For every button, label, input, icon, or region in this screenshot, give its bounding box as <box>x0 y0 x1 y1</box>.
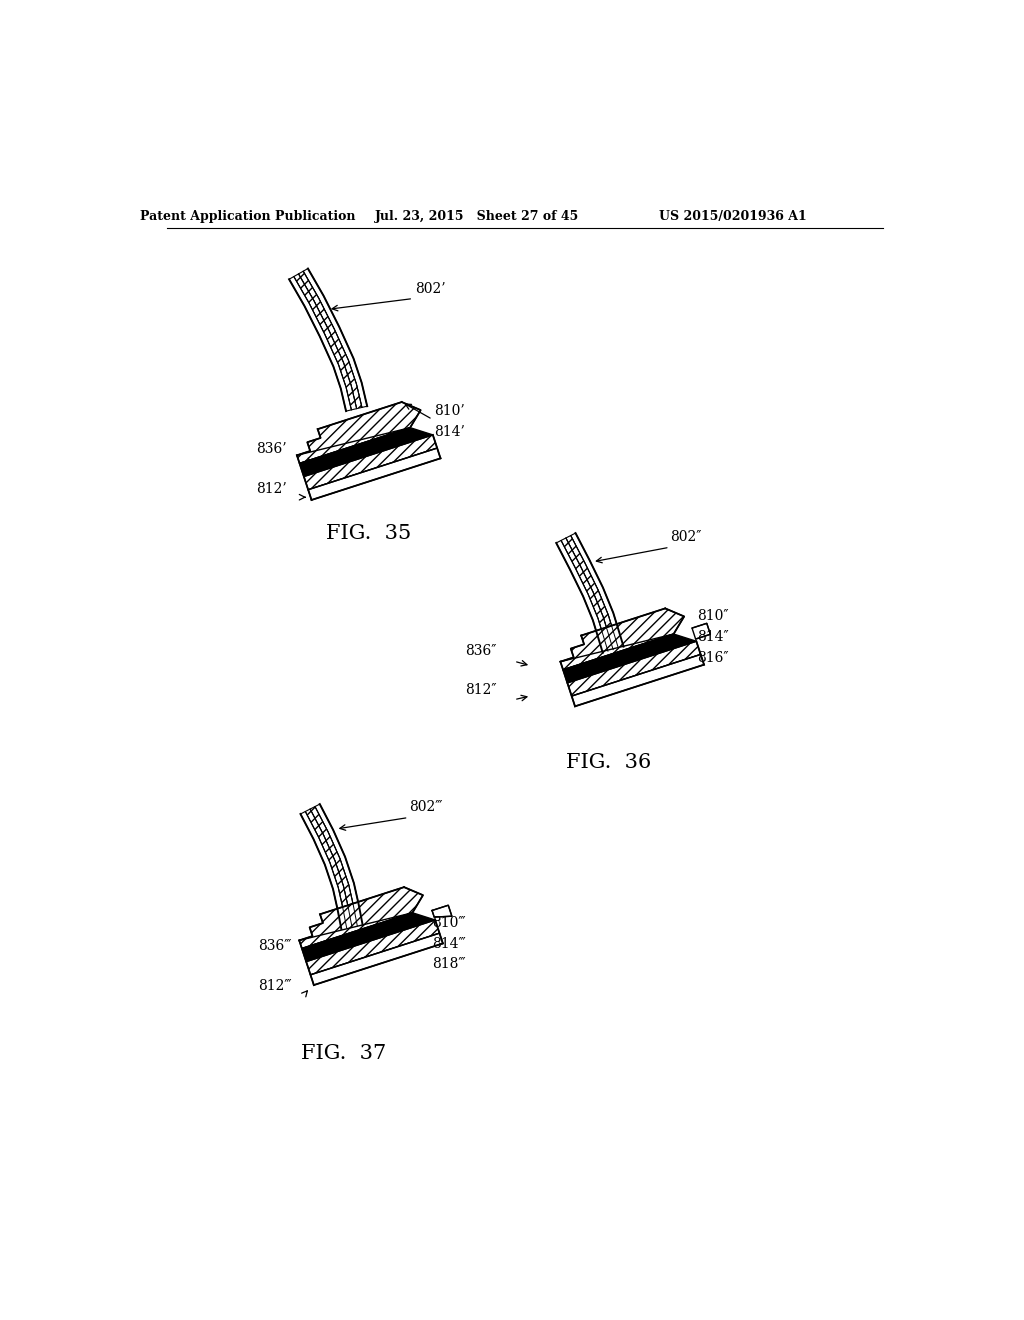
Text: 810’: 810’ <box>434 404 465 418</box>
Polygon shape <box>300 428 433 477</box>
Polygon shape <box>432 906 452 917</box>
Polygon shape <box>304 434 437 490</box>
Polygon shape <box>315 804 362 925</box>
Polygon shape <box>310 933 442 985</box>
Text: 814‴: 814‴ <box>432 937 466 950</box>
Text: 818‴: 818‴ <box>432 957 466 972</box>
Polygon shape <box>556 540 608 653</box>
Text: 814″: 814″ <box>697 630 729 644</box>
Polygon shape <box>297 403 421 463</box>
Text: Jul. 23, 2015   Sheet 27 of 45: Jul. 23, 2015 Sheet 27 of 45 <box>375 210 579 223</box>
Text: 810‴: 810‴ <box>432 916 466 929</box>
Text: 814’: 814’ <box>434 425 465 438</box>
Polygon shape <box>310 807 357 927</box>
Text: FIG.  35: FIG. 35 <box>326 524 411 543</box>
Polygon shape <box>299 271 361 409</box>
Polygon shape <box>563 634 696 682</box>
Polygon shape <box>571 655 705 706</box>
Polygon shape <box>570 533 624 648</box>
Polygon shape <box>294 275 356 411</box>
Text: 812‴: 812‴ <box>258 979 292 993</box>
Polygon shape <box>306 920 439 974</box>
Polygon shape <box>308 447 440 500</box>
Polygon shape <box>567 642 700 696</box>
Polygon shape <box>566 536 618 649</box>
Text: 802’: 802’ <box>415 282 445 296</box>
Text: 812’: 812’ <box>256 482 287 496</box>
Polygon shape <box>300 812 347 929</box>
Polygon shape <box>303 268 368 408</box>
Text: 802‴: 802‴ <box>410 800 442 814</box>
Text: 802″: 802″ <box>671 531 701 544</box>
Text: FIG.  36: FIG. 36 <box>566 754 651 772</box>
Polygon shape <box>305 809 352 928</box>
Polygon shape <box>289 277 351 411</box>
Polygon shape <box>302 912 435 962</box>
Text: 816″: 816″ <box>697 651 729 665</box>
Text: Patent Application Publication: Patent Application Publication <box>140 210 356 223</box>
Text: 810″: 810″ <box>697 610 729 623</box>
Text: 836’: 836’ <box>256 442 287 457</box>
Polygon shape <box>692 623 711 639</box>
Text: 812″: 812″ <box>465 682 497 697</box>
Text: FIG.  37: FIG. 37 <box>301 1044 386 1064</box>
Text: 836‴: 836‴ <box>258 939 292 953</box>
Polygon shape <box>561 539 613 651</box>
Polygon shape <box>299 887 423 949</box>
Polygon shape <box>560 609 684 669</box>
Text: 836″: 836″ <box>465 644 497 659</box>
Text: US 2015/0201936 A1: US 2015/0201936 A1 <box>658 210 806 223</box>
